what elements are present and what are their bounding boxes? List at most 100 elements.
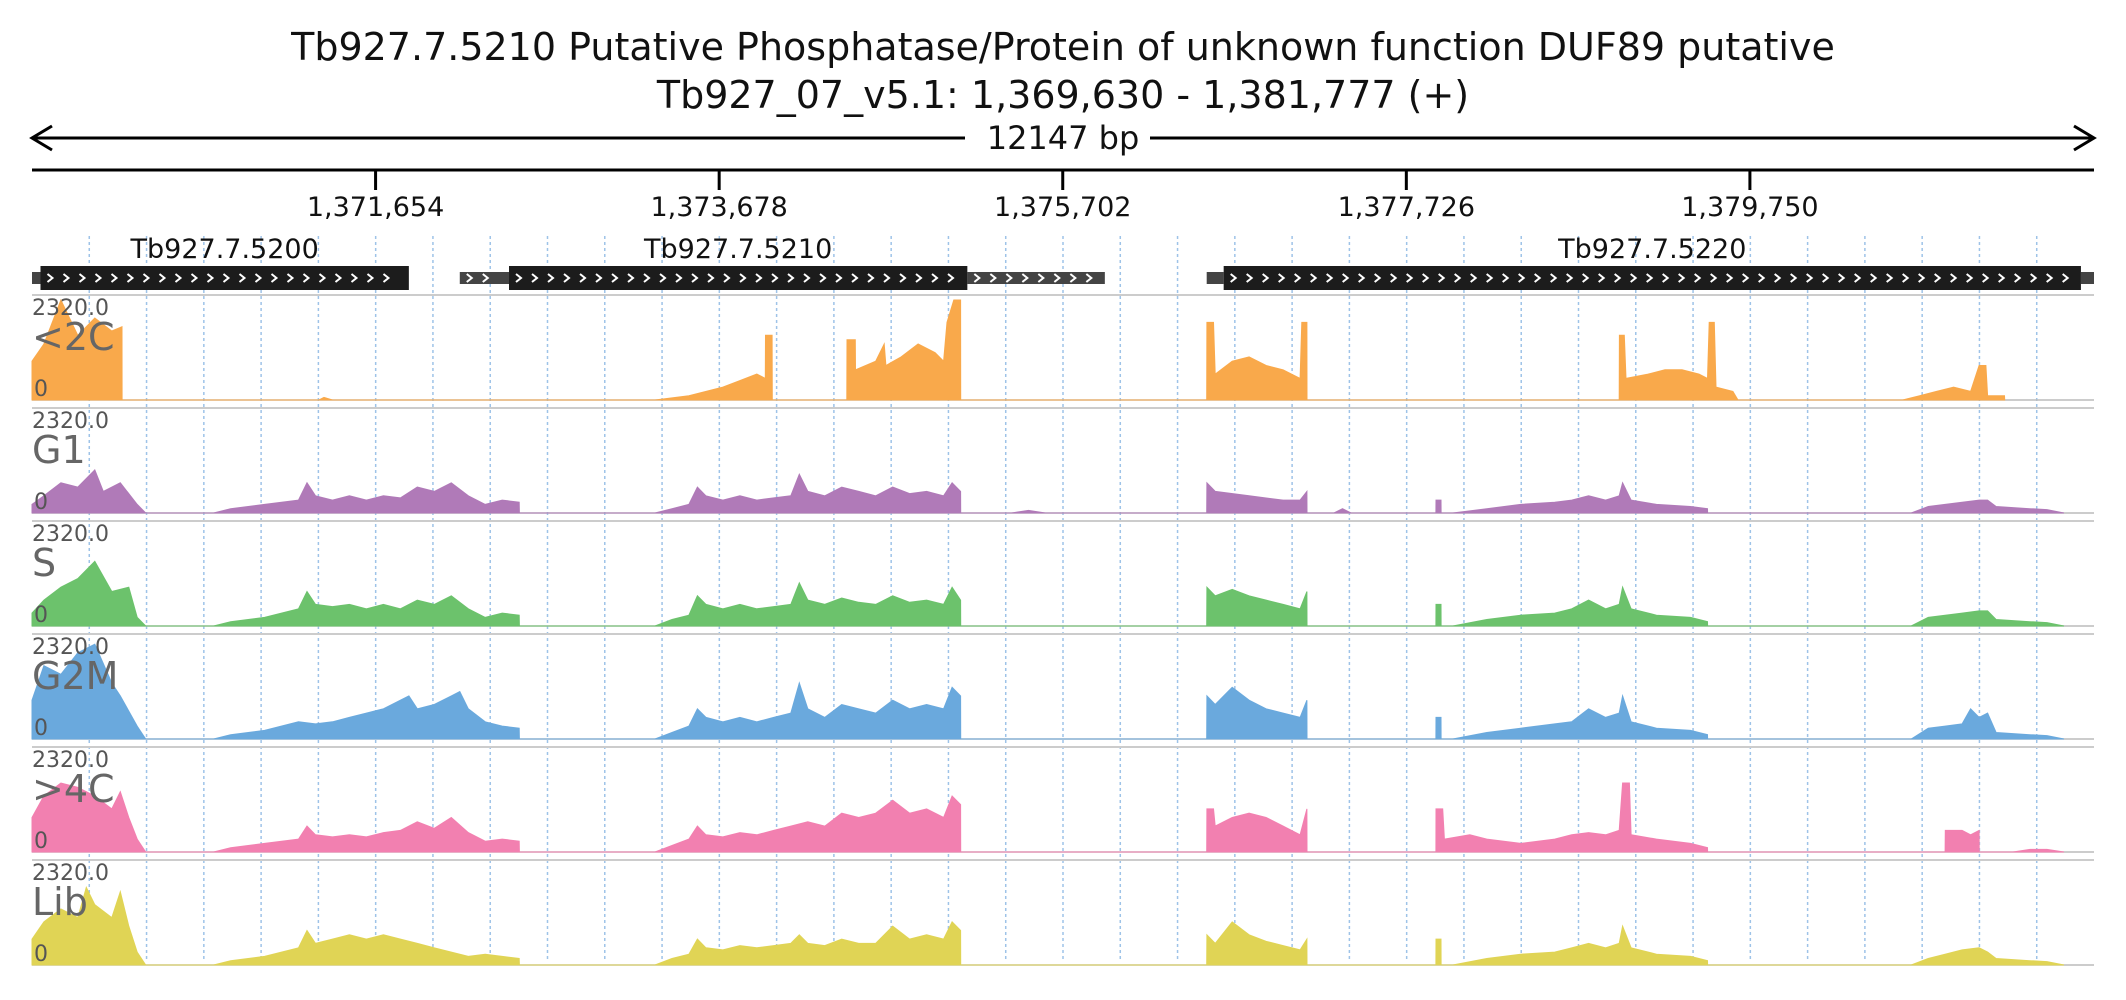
strand-chevron-icon bbox=[466, 273, 474, 283]
track-max-label: 2320.0 bbox=[32, 522, 109, 547]
strand-chevron-icon bbox=[611, 273, 619, 283]
strand-chevron-icon bbox=[2030, 273, 2038, 283]
gene-utr bbox=[2080, 272, 2094, 284]
strand-chevron-icon bbox=[78, 273, 87, 283]
strand-chevron-icon bbox=[771, 273, 779, 283]
strand-chevron-icon bbox=[482, 273, 490, 283]
strand-chevron-icon bbox=[174, 273, 183, 283]
track-max-label: 2320.0 bbox=[32, 409, 109, 434]
strand-chevron-icon bbox=[1854, 273, 1862, 283]
strand-chevron-icon bbox=[931, 273, 939, 283]
strand-chevron-icon bbox=[819, 273, 827, 283]
strand-chevron-icon bbox=[1438, 273, 1446, 283]
strand-chevron-icon bbox=[126, 273, 135, 283]
coverage-area bbox=[31, 560, 2065, 627]
ruler-tick-label: 1,379,750 bbox=[1681, 192, 1818, 223]
strand-chevron-icon bbox=[238, 273, 247, 283]
strand-chevron-icon bbox=[1262, 273, 1270, 283]
strand-chevron-icon bbox=[1534, 273, 1542, 283]
strand-chevron-icon bbox=[1518, 273, 1526, 283]
ruler-tick-label: 1,377,726 bbox=[1338, 192, 1475, 223]
ruler-tick-label: 1,371,654 bbox=[307, 192, 444, 223]
strand-chevron-icon bbox=[803, 273, 811, 283]
strand-chevron-icon bbox=[1566, 273, 1574, 283]
strand-chevron-icon bbox=[334, 273, 343, 283]
strand-chevron-icon bbox=[1021, 273, 1029, 283]
track-max-label: 2320.0 bbox=[32, 861, 109, 886]
strand-chevron-icon bbox=[1278, 273, 1286, 283]
strand-chevron-icon bbox=[1822, 273, 1830, 283]
gene-label: Tb927.7.5200 bbox=[130, 234, 319, 265]
coverage-area bbox=[31, 886, 2065, 966]
strand-chevron-icon bbox=[547, 273, 555, 283]
strand-chevron-icon bbox=[1230, 273, 1238, 283]
strand-chevron-icon bbox=[915, 273, 923, 283]
strand-chevron-icon bbox=[1998, 273, 2006, 283]
strand-chevron-icon bbox=[1870, 273, 1878, 283]
gene-utr bbox=[967, 272, 1105, 284]
strand-chevron-icon bbox=[1246, 273, 1254, 283]
strand-chevron-icon bbox=[1950, 273, 1958, 283]
gene-label: Tb927.7.5210 bbox=[643, 234, 832, 265]
strand-chevron-icon bbox=[675, 273, 683, 283]
strand-chevron-icon bbox=[1053, 273, 1061, 283]
span-arrow-right-icon bbox=[2073, 124, 2097, 152]
strand-chevron-icon bbox=[1550, 273, 1558, 283]
figure-subtitle: Tb927_07_v5.1: 1,369,630 - 1,381,777 (+) bbox=[656, 73, 1469, 117]
strand-chevron-icon bbox=[1726, 273, 1734, 283]
strand-chevron-icon bbox=[1790, 273, 1798, 283]
strand-chevron-icon bbox=[62, 273, 71, 283]
coverage-area bbox=[31, 469, 2065, 514]
strand-chevron-icon bbox=[1598, 273, 1606, 283]
strand-chevron-icon bbox=[2014, 273, 2022, 283]
ruler-tick-label: 1,373,678 bbox=[650, 192, 787, 223]
gene-Tb927-7-5200[interactable]: Tb927.7.5200 bbox=[32, 234, 409, 290]
strand-chevron-icon bbox=[1662, 273, 1670, 283]
track-name-label: <2C bbox=[32, 315, 115, 359]
strand-chevron-icon bbox=[270, 273, 279, 283]
strand-chevron-icon bbox=[1934, 273, 1942, 283]
strand-chevron-icon bbox=[1502, 273, 1510, 283]
strand-chevron-icon bbox=[1326, 273, 1334, 283]
track-g2m: 2320.0 0 G2M bbox=[31, 633, 2094, 741]
strand-chevron-icon bbox=[1742, 273, 1750, 283]
strand-chevron-icon bbox=[515, 273, 523, 283]
gene-Tb927-7-5220[interactable]: Tb927.7.5220 bbox=[1206, 234, 2094, 290]
gene-label: Tb927.7.5220 bbox=[1557, 234, 1746, 265]
strand-chevron-icon bbox=[883, 273, 891, 283]
track-lib: 2320.0 0 Lib bbox=[31, 859, 2094, 967]
strand-chevron-icon bbox=[835, 273, 843, 283]
strand-chevron-icon bbox=[1902, 273, 1910, 283]
coverage-area bbox=[31, 643, 2065, 740]
strand-chevron-icon bbox=[46, 273, 55, 283]
strand-chevron-icon bbox=[899, 273, 907, 283]
strand-chevron-icon bbox=[382, 273, 391, 283]
strand-chevron-icon bbox=[691, 273, 699, 283]
strand-chevron-icon bbox=[110, 273, 119, 283]
strand-chevron-icon bbox=[643, 273, 651, 283]
strand-chevron-icon bbox=[1966, 273, 1974, 283]
strand-chevron-icon bbox=[973, 273, 981, 283]
strand-chevron-icon bbox=[579, 273, 587, 283]
gene-utr bbox=[1206, 272, 1224, 284]
strand-chevron-icon bbox=[989, 273, 997, 283]
strand-chevron-icon bbox=[1358, 273, 1366, 283]
track-max-label: 2320.0 bbox=[32, 748, 109, 773]
gene-track: Tb927.7.5200 Tb927.7.5210 Tb927.7.5220 bbox=[32, 234, 2094, 290]
track-min-label: 0 bbox=[34, 716, 48, 741]
strand-chevron-icon bbox=[94, 273, 103, 283]
strand-chevron-icon bbox=[1454, 273, 1462, 283]
gene-Tb927-7-5210[interactable]: Tb927.7.5210 bbox=[459, 234, 1105, 290]
strand-chevron-icon bbox=[222, 273, 231, 283]
strand-chevron-icon bbox=[851, 273, 859, 283]
strand-chevron-icon bbox=[1422, 273, 1430, 283]
track-4c: 2320.0 0 >4C bbox=[31, 746, 2094, 854]
strand-chevron-icon bbox=[1774, 273, 1782, 283]
strand-chevron-icon bbox=[1406, 273, 1414, 283]
track-min-label: 0 bbox=[34, 942, 48, 967]
strand-chevron-icon bbox=[1470, 273, 1478, 283]
track-g1: 2320.0 0 G1 bbox=[31, 407, 2094, 515]
strand-chevron-icon bbox=[1630, 273, 1638, 283]
span-arrow-left-icon bbox=[29, 124, 53, 152]
